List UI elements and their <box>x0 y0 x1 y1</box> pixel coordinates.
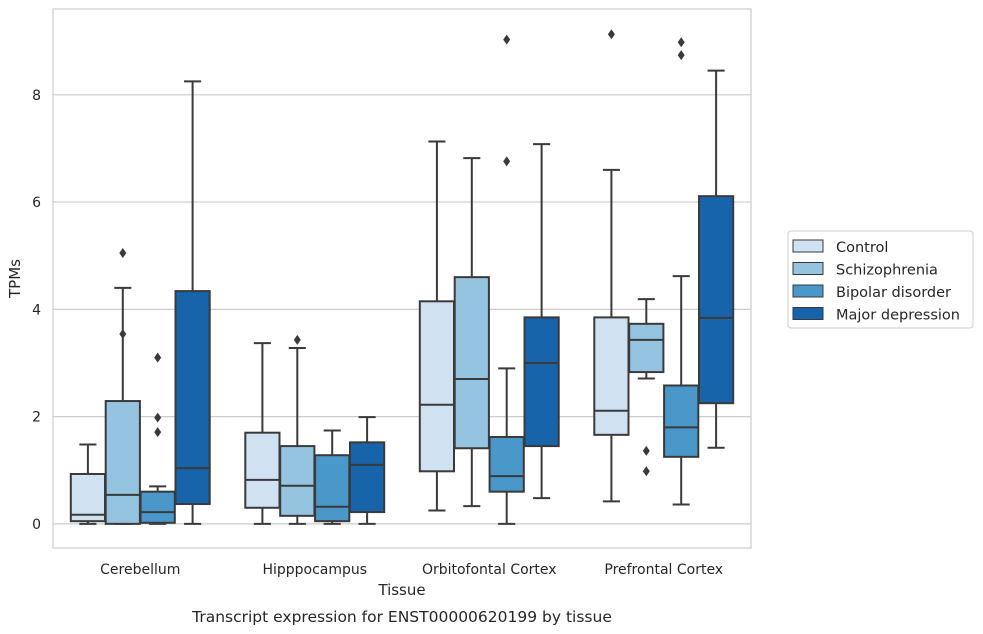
legend-swatch <box>792 307 824 320</box>
box-major-depression <box>523 143 560 500</box>
gridlines <box>53 94 751 525</box>
legend-label: Major depression <box>836 308 960 324</box>
box-iqr <box>418 300 456 473</box>
box-iqr <box>453 276 490 450</box>
box-control <box>593 29 630 503</box>
legend-swatch <box>792 262 824 275</box>
outlier-point <box>677 37 685 48</box>
outlier-point <box>154 412 162 423</box>
box-iqr <box>174 290 211 506</box>
box-iqr <box>663 384 700 458</box>
y-tick-label: 4 <box>32 302 41 318</box>
outlier-point <box>503 34 511 45</box>
x-tick-label: Hipppocampus <box>262 562 367 578</box>
legend-swatch <box>792 284 824 298</box>
box-bipolar-disorder <box>488 34 525 525</box>
outlier-point <box>677 50 685 61</box>
box-iqr <box>279 445 316 517</box>
x-tick-label: Cerebellum <box>100 562 180 578</box>
outlier-point <box>642 445 650 456</box>
box-major-depression <box>697 69 735 449</box>
y-axis-label: TPMs <box>6 259 24 299</box>
box-iqr <box>348 441 386 514</box>
outlier-point <box>154 352 162 363</box>
box-iqr <box>697 195 735 405</box>
box-schizophrenia <box>628 298 665 477</box>
outlier-point <box>119 329 127 340</box>
box-control <box>244 342 281 525</box>
legend-label: Control <box>836 240 888 256</box>
box-schizophrenia <box>104 248 141 525</box>
y-tick-label: 8 <box>32 88 41 104</box>
legend-swatch <box>792 239 824 253</box>
box-control <box>418 140 456 512</box>
legend: Control Schizophrenia Bipolar disorder Majo… <box>787 230 974 329</box>
box-iqr <box>628 322 665 374</box>
outlier-point <box>293 334 301 345</box>
x-tick-labels: Cerebellum Hipppocampus Orbitofontal Corte… <box>100 562 723 578</box>
y-tick-labels: 0 2 4 6 8 <box>32 88 41 533</box>
outlier-point <box>607 29 615 40</box>
outlier-point <box>119 248 127 259</box>
box-bipolar-disorder <box>314 429 351 525</box>
plot-frame <box>52 8 752 549</box>
y-tick-label: 0 <box>32 517 41 533</box>
box-major-depression <box>348 416 386 525</box>
legend-label: Bipolar disorder <box>836 285 951 301</box>
x-axis-label: Tissue <box>377 581 425 599</box>
outlier-point <box>642 466 650 477</box>
legend-label: Schizophrenia <box>836 263 938 279</box>
y-tick-label: 2 <box>32 410 41 426</box>
box-iqr <box>314 454 351 523</box>
x-tick-label: Orbitofontal Cortex <box>422 562 557 578</box>
box-iqr <box>244 431 281 509</box>
box-major-depression <box>174 80 211 525</box>
outlier-point <box>503 156 511 167</box>
x-tick-label: Prefrontal Cortex <box>604 562 723 578</box>
boxes <box>69 29 735 525</box>
box-iqr <box>488 435 525 493</box>
box-schizophrenia <box>279 334 316 525</box>
y-tick-label: 6 <box>32 195 41 211</box>
box-iqr <box>139 490 176 524</box>
legend-frame <box>787 230 974 329</box>
box-schizophrenia <box>453 157 490 508</box>
box-control <box>69 443 107 525</box>
box-bipolar-disorder <box>139 352 176 525</box>
box-iqr <box>104 400 141 525</box>
box-bipolar-disorder <box>663 37 700 506</box>
chart-caption: Transcript expression for ENST0000062019… <box>191 608 612 626</box>
outlier-point <box>154 427 162 438</box>
box-iqr <box>593 316 630 436</box>
box-iqr <box>523 316 560 448</box>
